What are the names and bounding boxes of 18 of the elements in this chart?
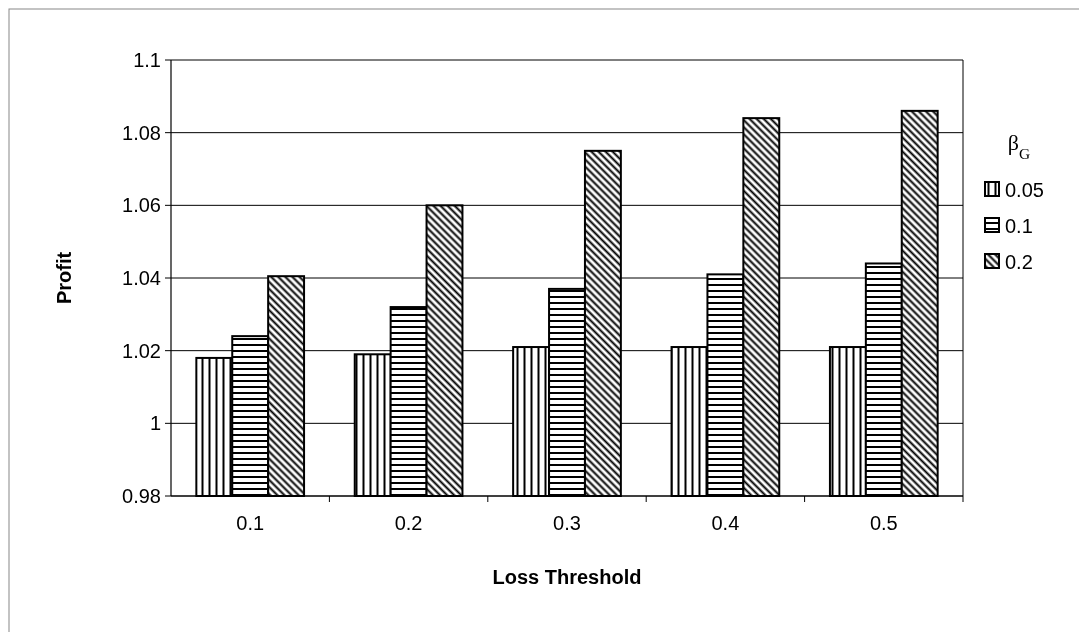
y-tick-label: 1	[149, 412, 161, 435]
y-tick-label: 1.06	[122, 194, 161, 217]
x-tick-label: 0.3	[553, 512, 581, 534]
y-tick-label: 1.08	[122, 121, 161, 144]
y-tick-label: 1.04	[122, 267, 161, 289]
legend-label: 0.05	[1005, 179, 1044, 201]
y-tick-label: 1.1	[133, 49, 161, 71]
y-axis-title: Profit	[53, 251, 75, 305]
x-tick-label: 0.4	[711, 512, 740, 534]
x-tick-label: 0.2	[394, 512, 423, 534]
x-tick-label: 0.5	[869, 512, 898, 534]
legend-label: 0.2	[1005, 251, 1033, 273]
x-tick-label: 0.1	[236, 512, 265, 534]
x-axis-title: Loss Threshold	[492, 566, 642, 588]
y-tick-label: 1.02	[122, 339, 161, 362]
legend-title: β$_{G}$	[1007, 130, 1031, 162]
legend-label: 0.1	[1005, 215, 1033, 237]
y-tick-label: 0.98	[122, 485, 161, 507]
